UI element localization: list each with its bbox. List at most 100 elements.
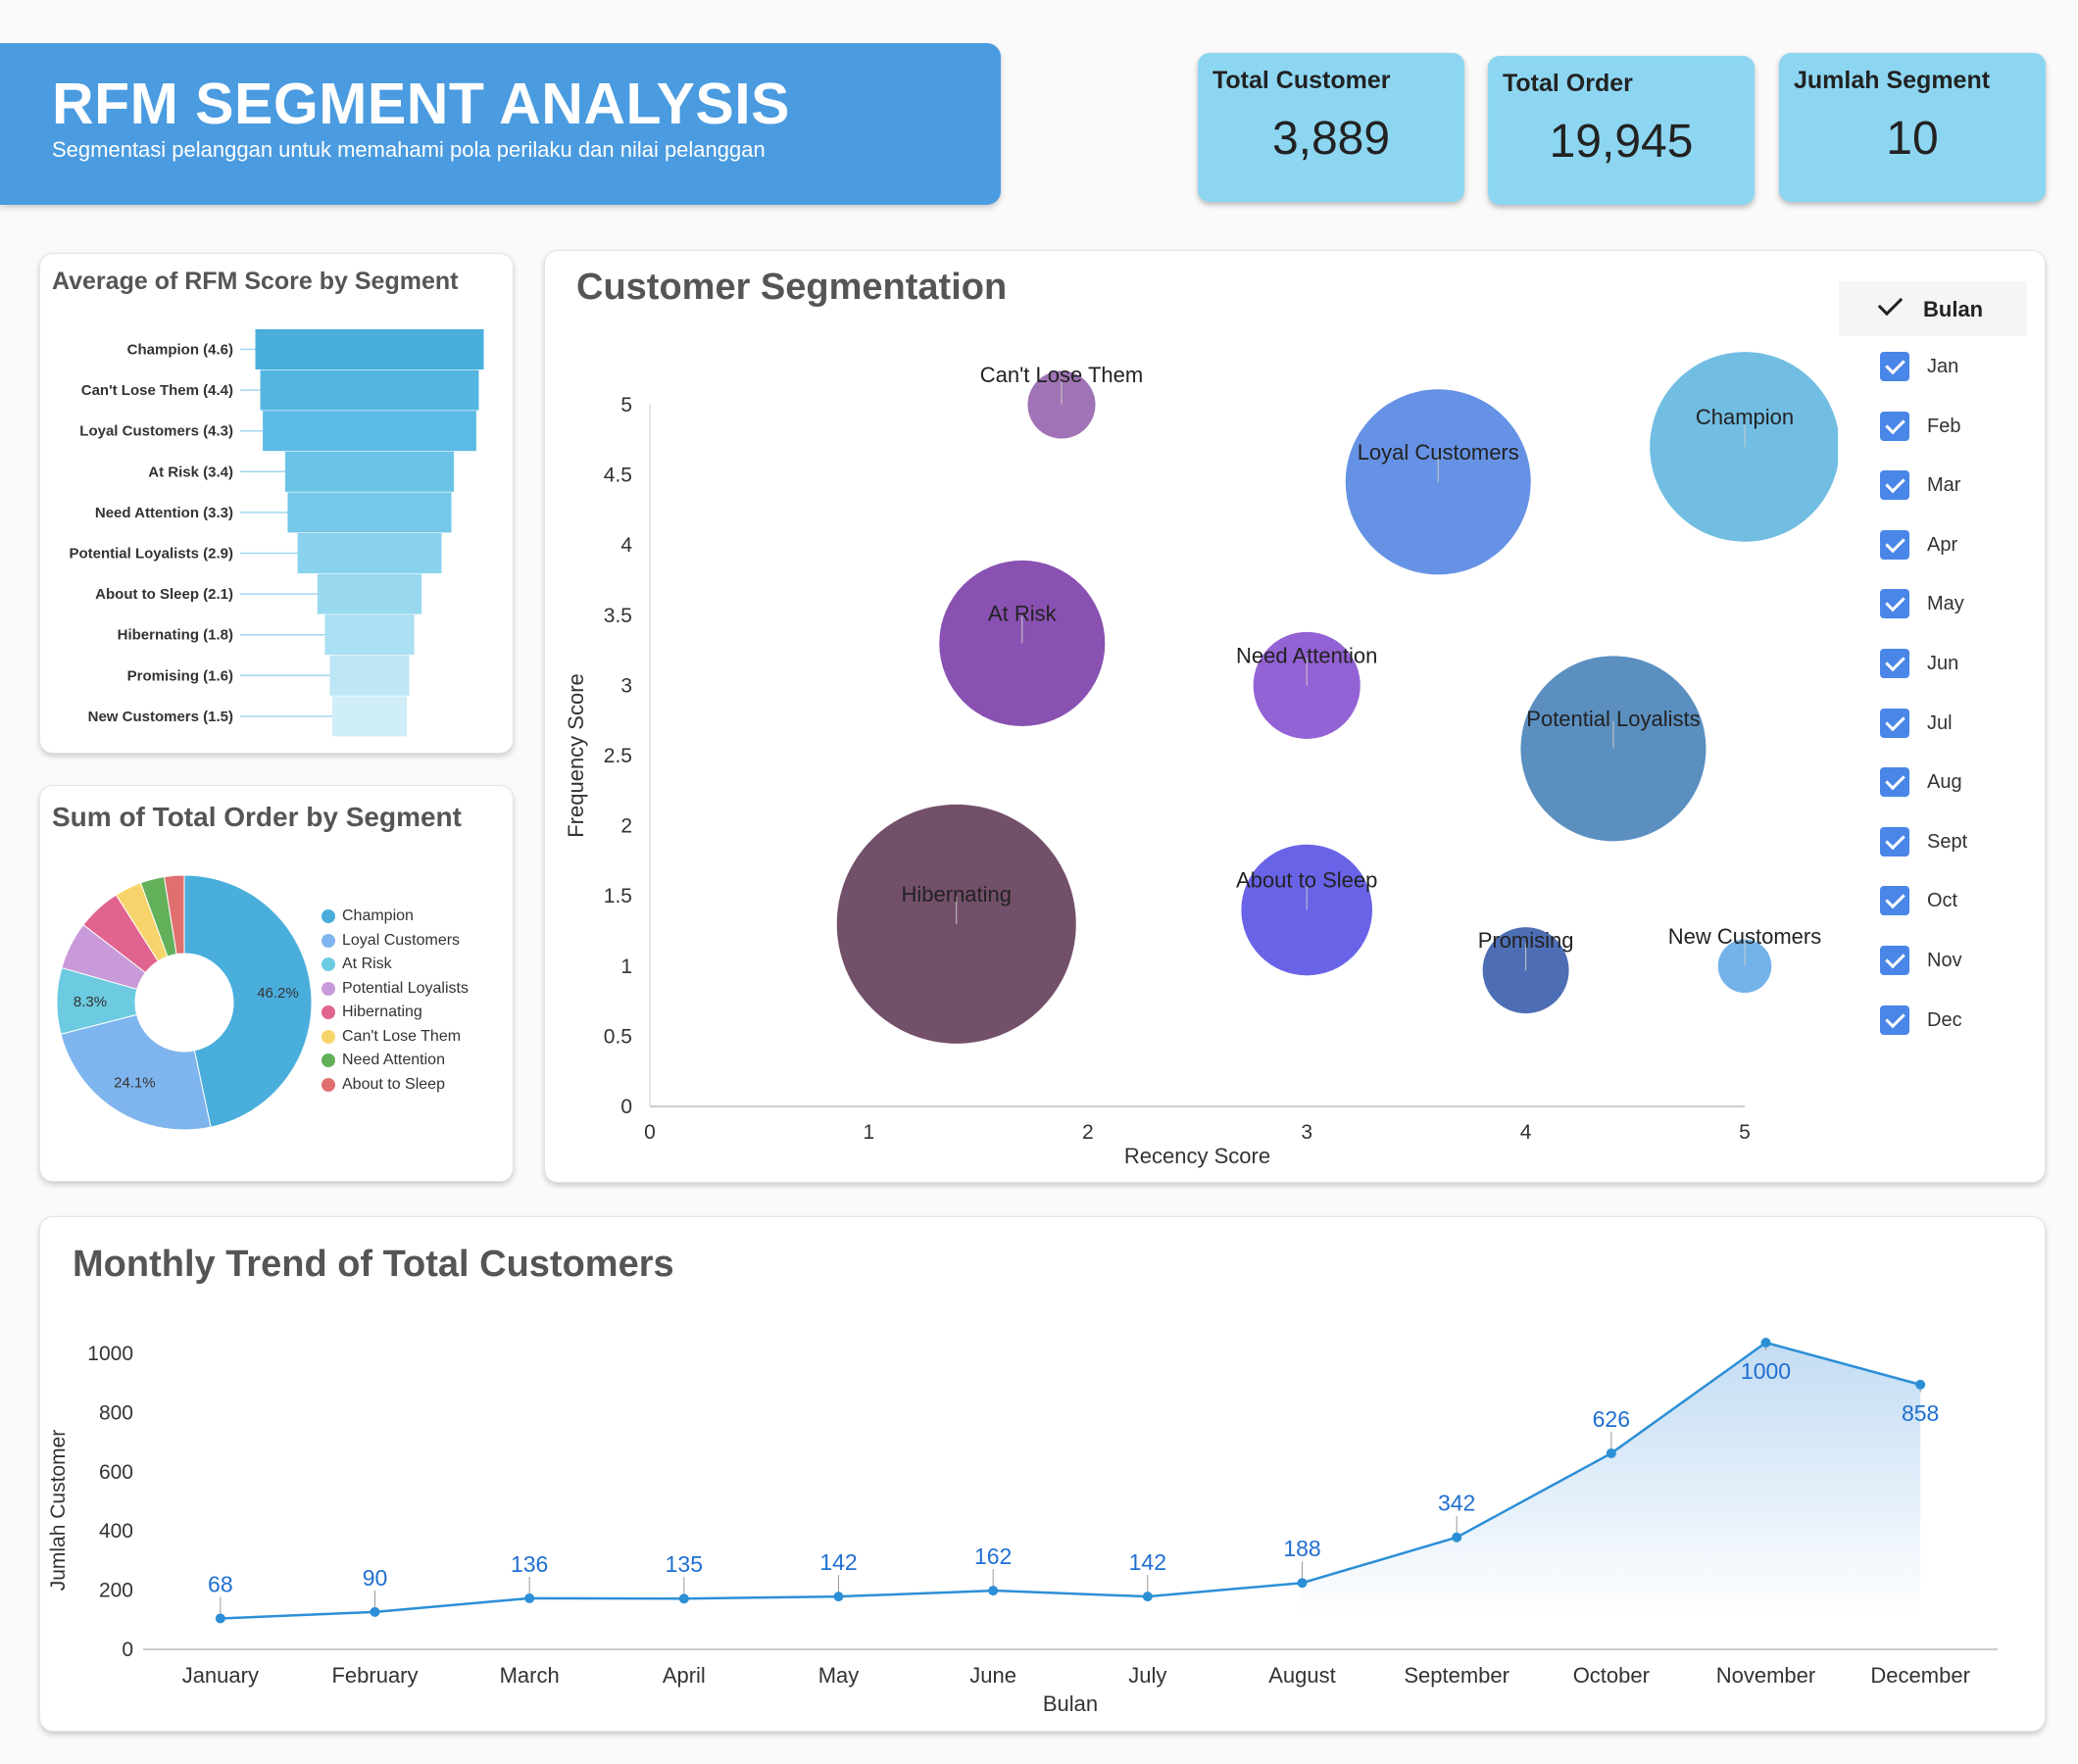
checkbox-checked-icon[interactable] [1880, 826, 1909, 857]
kpi-jumlah-segment: Jumlah Segment 10 [1779, 53, 2046, 202]
filter-option-jan[interactable]: Jan [1839, 352, 2027, 387]
trend-area-fill [1302, 1343, 1921, 1619]
legend-label: Can't Lose Them [342, 1027, 462, 1045]
bubble-label-need-attention: Need Attention [1236, 643, 1377, 667]
filter-option-jul[interactable]: Jul [1839, 708, 2027, 744]
funnel-bar-need-attention-3-3 [287, 492, 452, 533]
x-tick-label: 2 [1082, 1121, 1094, 1144]
filter-option-label: Oct [1927, 890, 1958, 912]
trend-point-october [1606, 1447, 1616, 1458]
pie-legend-item-need-attention: Need Attention [322, 1052, 445, 1069]
checkbox-checked-icon[interactable] [1880, 589, 1909, 619]
filter-option-label: Jan [1927, 356, 1959, 377]
x-axis-label: Bulan [1043, 1691, 1098, 1716]
funnel-bar-at-risk-3-4 [284, 451, 455, 492]
checkbox-checked-icon[interactable] [1880, 1004, 1909, 1035]
data-label-september: 342 [1438, 1491, 1475, 1516]
trend-point-january [215, 1613, 225, 1624]
y-tick-label: 400 [99, 1520, 133, 1543]
checkbox-checked-icon[interactable] [1880, 470, 1909, 501]
funnel-label-champion-4-6: Champion (4.6) [127, 342, 233, 359]
funnel-bar-new-customers-1-5 [332, 696, 407, 737]
y-tick-label: 0 [620, 1096, 632, 1118]
y-tick-label: 3 [620, 674, 632, 697]
filter-option-apr[interactable]: Apr [1839, 529, 2027, 565]
filter-option-sept[interactable]: Sept [1839, 826, 2027, 862]
kpi-label: Total Order [1503, 70, 1633, 97]
total-order-title: Sum of Total Order by Segment [52, 802, 462, 832]
filter-option-label: Sept [1927, 830, 1968, 853]
data-label-march: 136 [511, 1551, 548, 1577]
filter-option-aug[interactable]: Aug [1839, 767, 2027, 803]
pie-legend-item-potential-loyalists: Potential Loyalists [322, 980, 469, 998]
filter-option-label: Feb [1927, 415, 1961, 437]
x-tick-label-january: January [182, 1663, 259, 1688]
x-tick-label-december: December [1870, 1663, 1969, 1688]
filter-option-label: May [1927, 593, 1964, 615]
data-label-june: 162 [974, 1544, 1012, 1569]
bubble-hibernating [836, 804, 1076, 1044]
filter-option-dec[interactable]: Dec [1839, 1004, 2027, 1041]
filter-option-label: Dec [1927, 1008, 1962, 1031]
pie-data-label: 8.3% [74, 994, 107, 1010]
bubble-label-at-risk: At Risk [988, 601, 1058, 625]
x-tick-label-february: February [331, 1663, 418, 1688]
bubble-potential-loyalists [1520, 656, 1707, 842]
filter-option-label: Mar [1927, 474, 1961, 497]
y-tick-label: 1.5 [604, 885, 632, 907]
trend-point-june [988, 1586, 999, 1596]
data-label-april: 135 [666, 1551, 703, 1577]
checkbox-checked-icon[interactable] [1880, 946, 1909, 975]
filter-option-oct[interactable]: Oct [1839, 886, 2027, 921]
x-tick-label-november: November [1716, 1663, 1815, 1688]
filter-option-nov[interactable]: Nov [1839, 946, 2027, 981]
y-tick-label: 2.5 [604, 745, 632, 767]
trend-point-march [524, 1592, 535, 1603]
data-label-december: 858 [1902, 1400, 1939, 1426]
checkbox-checked-icon[interactable] [1880, 767, 1909, 798]
pie-slice-loyal-customers [60, 1013, 212, 1131]
data-label-august: 188 [1283, 1536, 1320, 1561]
checkmark-icon [1877, 290, 1904, 317]
filter-option-feb[interactable]: Feb [1839, 411, 2027, 447]
legend-label: Loyal Customers [342, 931, 461, 949]
funnel-bar-loyal-customers-4-3 [263, 411, 476, 452]
x-tick-label-july: July [1128, 1663, 1166, 1688]
bubble-label-new-customers: New Customers [1668, 924, 1821, 949]
bubble-champion [1650, 352, 1838, 542]
filter-select-all[interactable]: Bulan [1839, 281, 2027, 336]
checkbox-checked-icon[interactable] [1880, 708, 1909, 738]
x-tick-label: 3 [1301, 1121, 1312, 1144]
data-label-may: 142 [819, 1549, 857, 1575]
y-tick-label: 2 [620, 815, 632, 838]
checkbox-checked-icon[interactable] [1880, 411, 1909, 441]
checkbox-checked-icon[interactable] [1880, 886, 1909, 916]
bubble-label-hibernating: Hibernating [902, 882, 1013, 906]
x-tick-label: 0 [644, 1121, 656, 1144]
kpi-value: 10 [1886, 113, 1939, 165]
kpi-total-order: Total Order 19,945 [1488, 56, 1755, 205]
y-tick-label: 5 [620, 394, 632, 416]
pie-legend-item-loyal-customers: Loyal Customers [322, 932, 460, 950]
rfm-score-funnel-chart: Champion (4.6) Can't Lose Them (4.4) Loyal… [69, 329, 484, 737]
rfm-score-title: Average of RFM Score by Segment [52, 268, 459, 295]
y-tick-label: 0 [122, 1639, 133, 1661]
filter-option-mar[interactable]: Mar [1839, 470, 2027, 506]
funnel-label-need-attention-3-3: Need Attention (3.3) [95, 505, 233, 521]
x-tick-label-october: October [1573, 1663, 1650, 1688]
filter-option-may[interactable]: May [1839, 589, 2027, 624]
trend-point-december [1915, 1379, 1926, 1390]
checkbox-checked-icon[interactable] [1880, 649, 1909, 678]
funnel-label-can-t-lose-them-4-4: Can't Lose Them (4.4) [81, 382, 233, 399]
funnel-bar-promising-1-6 [329, 655, 410, 696]
filter-option-jun[interactable]: Jun [1839, 649, 2027, 684]
filter-option-label: Jul [1927, 711, 1953, 734]
filter-option-label: Jun [1927, 653, 1959, 674]
y-tick-label: 1 [620, 956, 632, 978]
pie-data-label: 46.2% [257, 985, 299, 1002]
trend-point-april [678, 1593, 689, 1604]
pie-legend-item-can-t-lose-them: Can't Lose Them [322, 1028, 461, 1046]
checkbox-checked-icon[interactable] [1880, 352, 1909, 381]
customer-segmentation-bubble-chart: 0 1 2 3 4 5 0 0.5 1 1.5 2 2.5 3 3.5 4 4.5 5 Recency Score… [564, 352, 1838, 1168]
checkbox-checked-icon[interactable] [1880, 529, 1909, 560]
